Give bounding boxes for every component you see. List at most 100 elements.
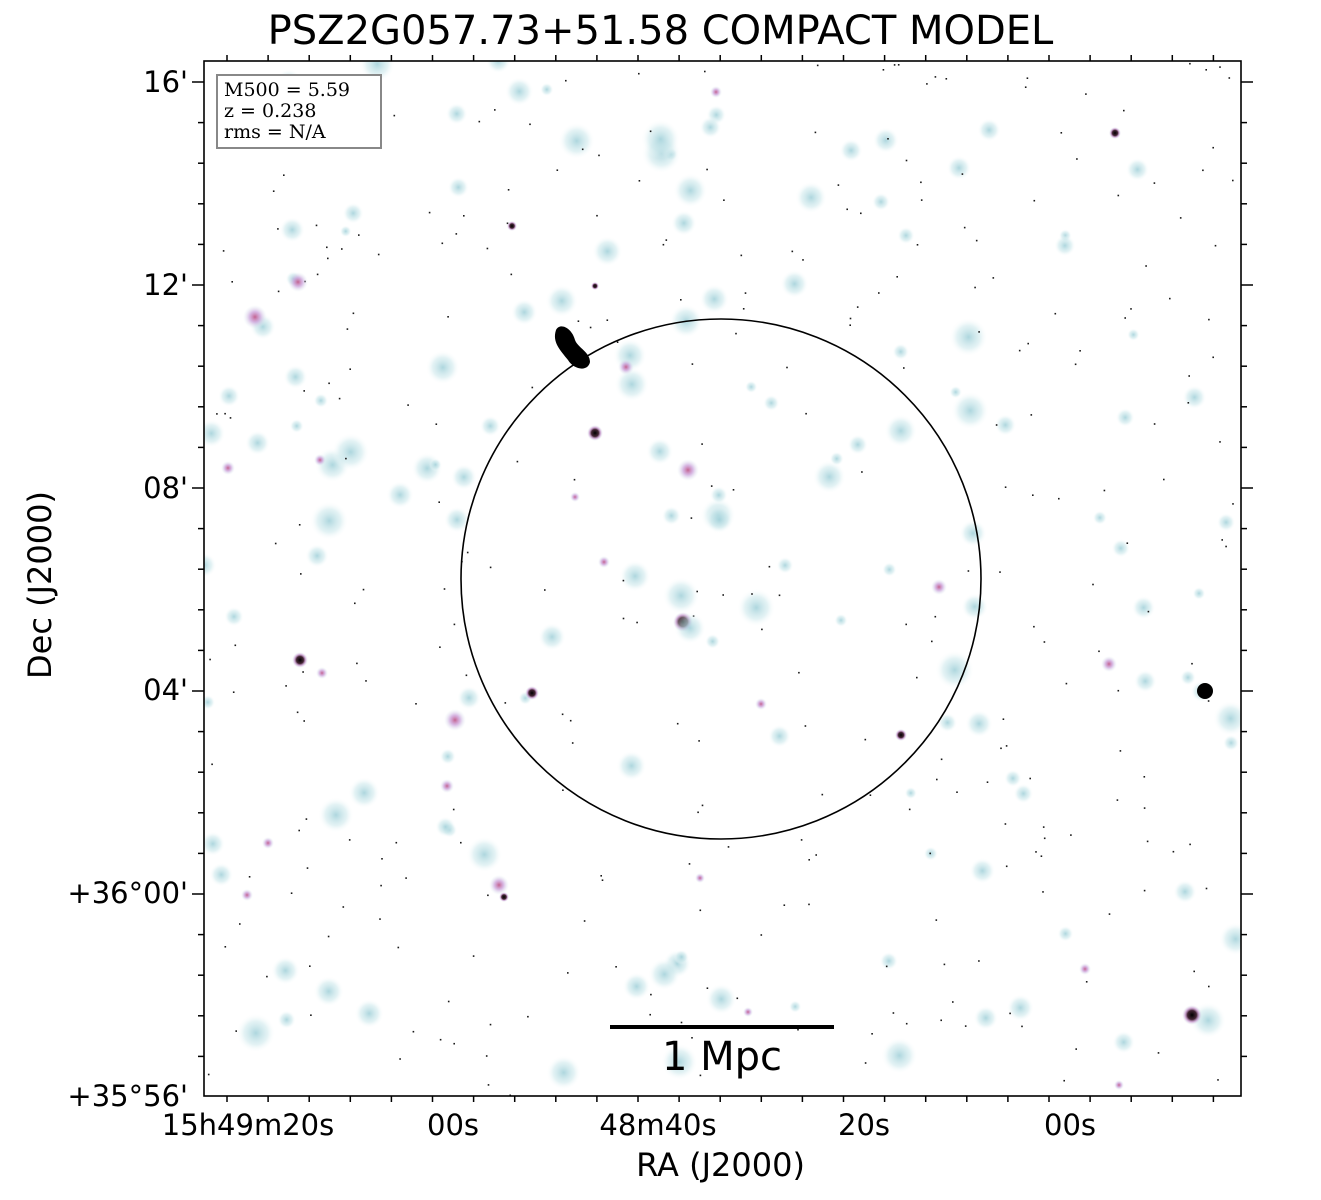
point-source: [1143, 807, 1146, 809]
faint-source: [951, 391, 990, 430]
point-source: [805, 412, 807, 415]
point-source: [1005, 745, 1008, 747]
point-source: [680, 299, 682, 301]
point-source: [710, 485, 713, 487]
point-source: [380, 884, 382, 887]
point-source: [964, 1025, 967, 1027]
point-source: [415, 703, 417, 705]
faint-source: [1219, 922, 1241, 956]
point-source: [963, 226, 966, 229]
point-source: [460, 841, 462, 844]
point-source: [935, 919, 938, 921]
point-source: [690, 517, 693, 519]
faint-source: [204, 552, 217, 578]
point-source: [814, 131, 817, 134]
faint-source: [904, 786, 917, 800]
point-source: [986, 781, 989, 783]
point-source: [751, 593, 753, 595]
faint-source: [271, 956, 300, 985]
point-source: [1026, 77, 1029, 79]
point-source: [975, 239, 978, 242]
faint-source: [881, 1037, 918, 1074]
cluster-aperture-circle: [460, 318, 982, 840]
point-source: [1157, 1052, 1160, 1054]
faint-source: [511, 298, 538, 326]
faint-source: [1180, 669, 1196, 686]
point-source: [871, 1033, 873, 1035]
faint-source: [439, 748, 456, 765]
point-source: [1033, 625, 1035, 628]
point-source: [808, 859, 810, 861]
point-source: [622, 579, 625, 582]
point-source: [722, 594, 724, 596]
point-source: [443, 588, 446, 590]
faint-source: [812, 460, 846, 494]
point-source: [453, 1042, 455, 1045]
bright-source: [587, 425, 603, 441]
faint-source: [674, 949, 689, 965]
point-source: [486, 247, 489, 250]
faint-source: [937, 712, 958, 733]
point-source: [940, 1019, 942, 1022]
extended-source: [241, 889, 253, 901]
point-source: [362, 588, 365, 591]
point-source: [1092, 583, 1094, 586]
faint-source: [619, 560, 651, 592]
point-source: [494, 109, 496, 111]
point-source: [786, 366, 788, 369]
faint-source: [834, 613, 848, 627]
point-source: [846, 208, 848, 211]
point-source: [562, 789, 564, 791]
faint-source: [289, 418, 304, 434]
faint-source: [616, 750, 647, 781]
point-source: [1060, 132, 1063, 134]
point-source: [507, 189, 510, 191]
point-source: [283, 174, 285, 176]
point-source: [1032, 494, 1034, 496]
point-source: [305, 818, 308, 820]
point-source: [1232, 503, 1234, 505]
point-source: [346, 328, 349, 330]
point-source: [869, 794, 872, 796]
point-source: [967, 570, 970, 572]
point-source: [945, 78, 948, 80]
point-source: [352, 312, 355, 315]
point-source: [1193, 970, 1195, 973]
point-source: [453, 623, 456, 626]
point-source: [742, 308, 745, 310]
faint-source: [839, 138, 863, 162]
point-source: [1126, 542, 1129, 544]
faint-source: [342, 202, 364, 224]
point-source: [808, 903, 810, 906]
faint-source: [354, 998, 384, 1029]
faint-source: [763, 394, 780, 412]
point-source: [697, 811, 699, 814]
faint-source: [1125, 157, 1150, 182]
point-source: [399, 1058, 401, 1060]
point-source: [290, 892, 293, 894]
faint-source: [277, 1010, 296, 1029]
faint-source: [447, 176, 469, 198]
point-source: [732, 489, 735, 491]
point-source: [510, 273, 513, 276]
point-source: [940, 758, 943, 761]
faint-source: [662, 577, 700, 615]
bright-source: [507, 221, 517, 231]
point-source: [1103, 489, 1106, 492]
faint-source: [776, 556, 794, 574]
point-source: [800, 839, 803, 841]
faint-source: [592, 236, 623, 267]
point-source: [896, 276, 898, 278]
point-source: [345, 457, 347, 460]
point-source: [1030, 414, 1033, 416]
faint-source: [661, 1043, 698, 1081]
x-tick-label: 00s: [426, 1108, 480, 1142]
point-source: [439, 1038, 442, 1041]
point-source: [298, 524, 301, 526]
bright-source: [895, 729, 907, 741]
point-source: [1043, 837, 1046, 840]
point-source: [455, 233, 458, 235]
point-source: [224, 412, 226, 415]
point-source: [365, 680, 367, 682]
faint-source: [879, 951, 898, 971]
